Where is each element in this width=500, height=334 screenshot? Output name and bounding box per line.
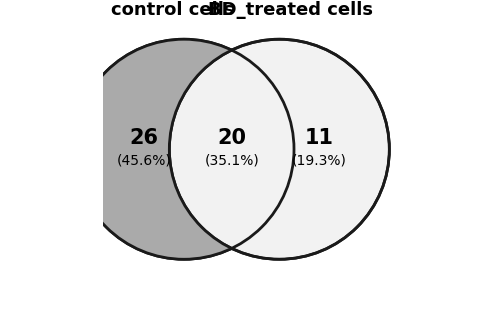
Text: (19.3%): (19.3%) [292, 153, 347, 167]
Circle shape [74, 39, 294, 259]
Text: control cells: control cells [111, 1, 234, 19]
Text: 11: 11 [305, 128, 334, 148]
Polygon shape [74, 39, 232, 259]
Text: BD_treated cells: BD_treated cells [208, 1, 373, 19]
Text: (35.1%): (35.1%) [204, 153, 259, 167]
Circle shape [170, 39, 390, 259]
Text: (45.6%): (45.6%) [116, 153, 171, 167]
Text: 20: 20 [217, 128, 246, 148]
Text: 26: 26 [129, 128, 158, 148]
